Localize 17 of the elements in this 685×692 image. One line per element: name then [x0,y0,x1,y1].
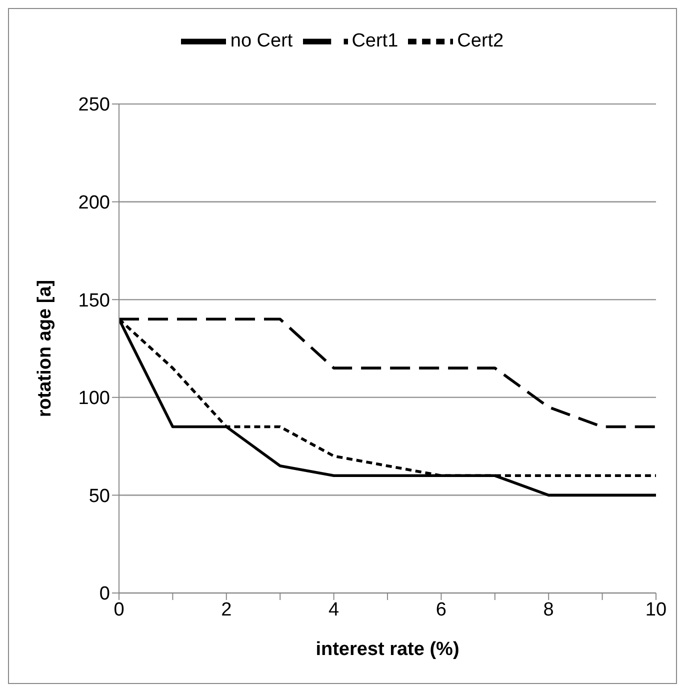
y-tick-label: 50 [88,486,110,507]
x-tick-label: 2 [221,599,232,620]
legend-label: no Cert [230,30,293,52]
x-tick-label: 0 [114,599,124,620]
x-tick-label: 4 [328,599,340,620]
y-tick-label: 250 [78,94,110,116]
y-tick-label: 200 [78,192,110,214]
legend-label: Cert2 [457,30,504,52]
x-tick-label: 8 [543,599,554,620]
legend-label: Cert1 [352,30,398,52]
x-tick-label: 10 [645,599,667,620]
y-tick-label: 100 [78,388,110,410]
y-tick-label: 150 [78,290,110,312]
y-axis-title: rotation age [a] [34,280,56,418]
y-tick-label: 0 [99,584,110,605]
x-tick-label: 6 [436,599,446,620]
x-axis-title: interest rate (%) [316,639,460,660]
